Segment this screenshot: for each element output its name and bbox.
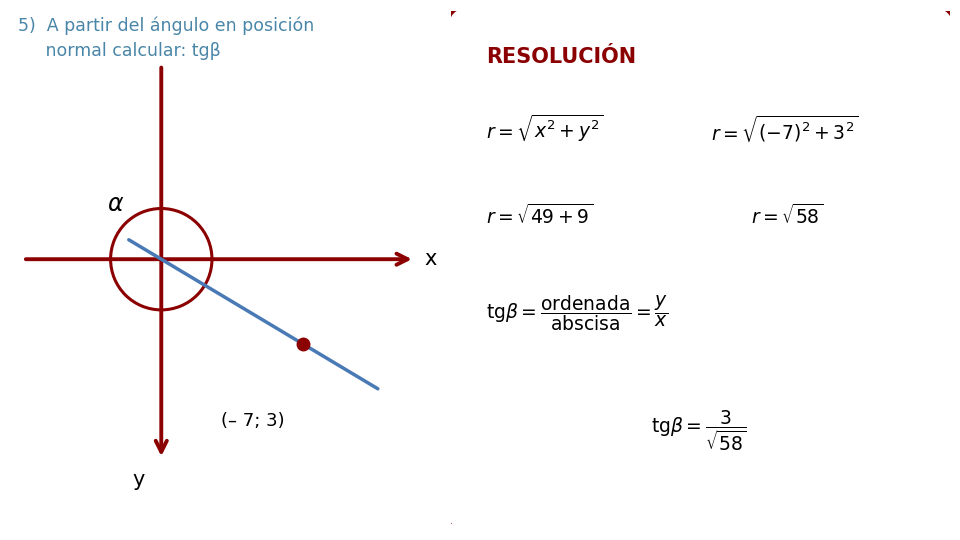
Text: α: α xyxy=(108,192,123,215)
Text: $r = \sqrt{(-7)^2 + 3^2}$: $r = \sqrt{(-7)^2 + 3^2}$ xyxy=(710,113,858,144)
Text: $\mathrm{tg}\beta = \dfrac{3}{\sqrt{58}}$: $\mathrm{tg}\beta = \dfrac{3}{\sqrt{58}}… xyxy=(651,409,747,454)
FancyBboxPatch shape xyxy=(431,0,960,540)
Text: x: x xyxy=(424,249,436,269)
Text: $r = \sqrt{x^2 + y^2}$: $r = \sqrt{x^2 + y^2}$ xyxy=(486,113,604,144)
Text: $r = \sqrt{58}$: $r = \sqrt{58}$ xyxy=(751,204,823,228)
Text: $\mathrm{tg}\beta = \dfrac{\mathrm{ordenada}}{\mathrm{abscisa}} = \dfrac{y}{x}$: $\mathrm{tg}\beta = \dfrac{\mathrm{orden… xyxy=(486,294,668,333)
Text: RESOLUCIÓN: RESOLUCIÓN xyxy=(486,46,636,67)
Text: $r = \sqrt{49+9}$: $r = \sqrt{49+9}$ xyxy=(486,204,593,228)
Text: 5)  A partir del ángulo en posición
     normal calcular: tgβ: 5) A partir del ángulo en posición norma… xyxy=(18,16,315,60)
Text: y: y xyxy=(132,470,144,490)
Text: (– 7; 3): (– 7; 3) xyxy=(221,412,285,430)
